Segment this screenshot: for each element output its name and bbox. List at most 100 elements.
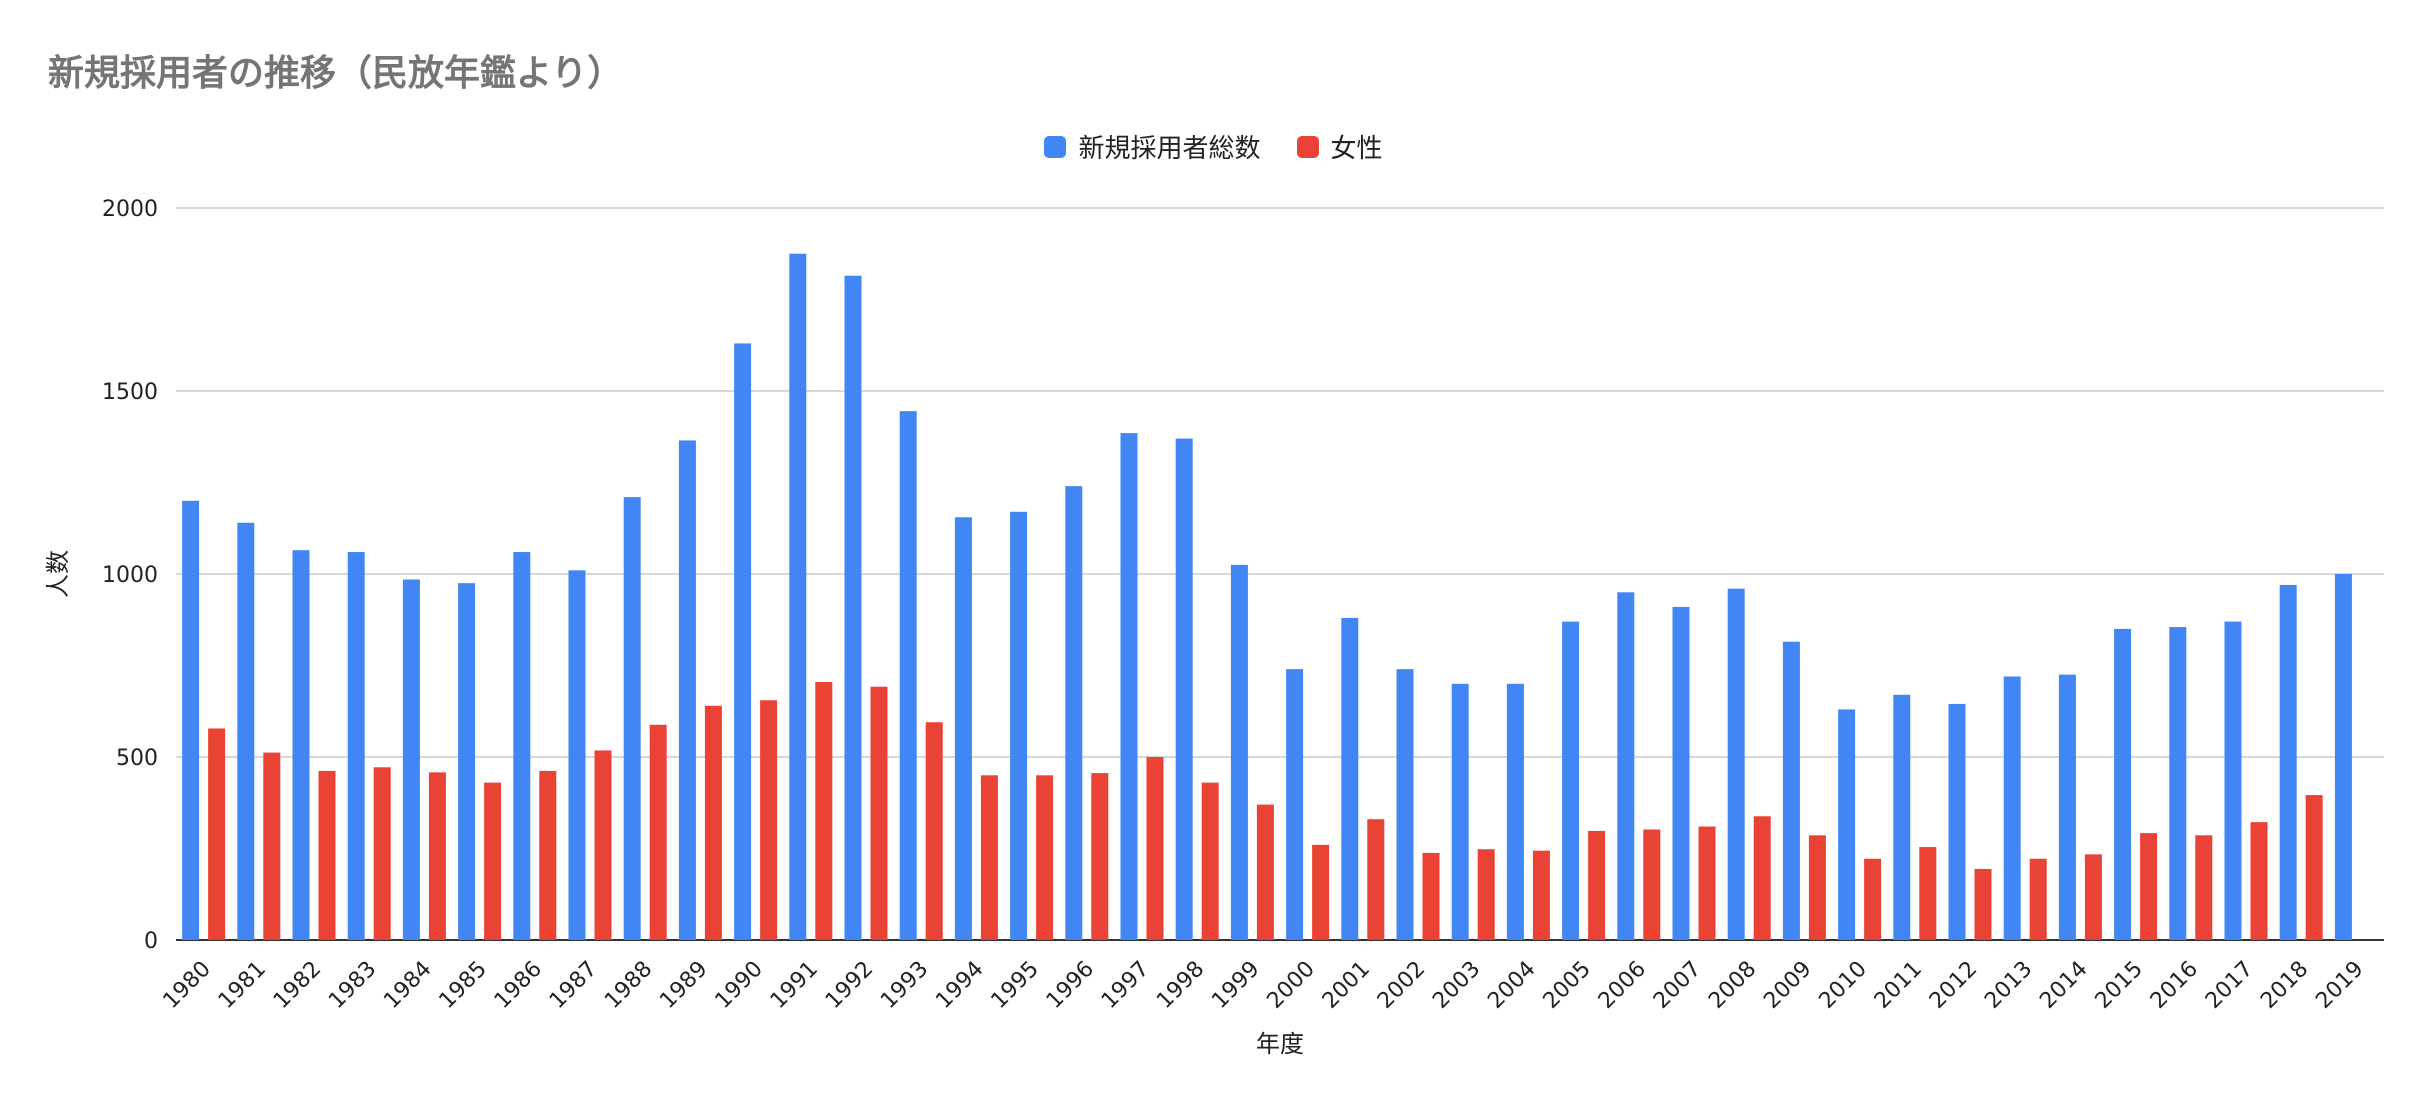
legend-label-female: 女性 (1330, 134, 1383, 164)
bar-female[interactable] (2084, 854, 2102, 940)
bar-female[interactable] (760, 700, 778, 940)
x-tick-label: 2000 (1263, 957, 1320, 1014)
bar-total[interactable] (347, 552, 365, 940)
x-tick-label: 2013 (1980, 957, 2037, 1014)
x-tick-label: 2015 (2091, 957, 2148, 1014)
bar-female[interactable] (815, 681, 833, 940)
bar-female[interactable] (1588, 830, 1606, 940)
bar-total[interactable] (1396, 669, 1414, 940)
legend-item-total[interactable]: 新規採用者総数 (1044, 128, 1261, 165)
bar-total[interactable] (789, 253, 807, 940)
bar-female[interactable] (1974, 868, 1992, 940)
bar-female[interactable] (1643, 829, 1661, 940)
bar-total[interactable] (1727, 588, 1745, 940)
bar-female[interactable] (2029, 858, 2047, 940)
bar-total[interactable] (1175, 438, 1193, 940)
bar-total[interactable] (844, 275, 862, 941)
bar-total[interactable] (568, 570, 586, 940)
y-tick-label: 1000 (102, 563, 158, 588)
bar-female[interactable] (925, 722, 943, 940)
bar-total[interactable] (2114, 628, 2132, 940)
bar-female[interactable] (428, 772, 446, 940)
bar-total[interactable] (1617, 592, 1635, 940)
bar-total[interactable] (402, 579, 420, 940)
x-tick-label: 2008 (1704, 957, 1761, 1014)
bar-total[interactable] (2003, 676, 2021, 940)
bar-total[interactable] (1010, 511, 1028, 940)
bar-total[interactable] (2058, 674, 2076, 940)
bar-total[interactable] (458, 583, 476, 940)
x-tick-label: 1993 (876, 957, 933, 1014)
bar-total[interactable] (2334, 574, 2352, 940)
bar-female[interactable] (1698, 826, 1716, 940)
x-tick-label: 2011 (1870, 957, 1927, 1014)
bar-total[interactable] (1562, 621, 1580, 940)
bar-total[interactable] (1341, 617, 1359, 940)
bar-total[interactable] (2224, 621, 2242, 940)
bar-female[interactable] (318, 770, 336, 940)
bar-total[interactable] (678, 440, 696, 940)
bar-female[interactable] (1422, 852, 1440, 940)
bar-female[interactable] (1201, 782, 1219, 940)
bar-female[interactable] (1919, 847, 1937, 940)
bar-female[interactable] (1312, 844, 1330, 940)
y-tick-label: 500 (116, 746, 158, 771)
bar-total[interactable] (1230, 564, 1248, 940)
bar-female[interactable] (1091, 773, 1109, 940)
bar-total[interactable] (1782, 641, 1800, 940)
bar-female[interactable] (484, 782, 502, 940)
bar-total[interactable] (1948, 703, 1966, 940)
x-tick-label: 1987 (545, 957, 602, 1014)
legend-item-female[interactable]: 女性 (1296, 128, 1383, 165)
bar-female[interactable] (2305, 795, 2323, 940)
bar-female[interactable] (649, 724, 667, 940)
x-tick-label: 2014 (2035, 957, 2092, 1014)
bar-total[interactable] (1838, 709, 1856, 940)
bar-female[interactable] (704, 705, 722, 940)
bar-total[interactable] (1672, 606, 1690, 940)
bar-female[interactable] (1808, 835, 1826, 940)
bar-total[interactable] (734, 343, 752, 940)
bar-female[interactable] (2195, 835, 2213, 940)
x-tick-label: 2001 (1318, 957, 1375, 1014)
bar-female[interactable] (2140, 833, 2158, 940)
bar-total[interactable] (1893, 694, 1911, 940)
bar-female[interactable] (1864, 858, 1882, 940)
bar-total[interactable] (292, 550, 310, 940)
bar-total[interactable] (182, 500, 200, 940)
x-tick-label: 1991 (766, 957, 823, 1014)
bar-total[interactable] (2279, 584, 2297, 940)
bar-total[interactable] (2169, 627, 2187, 940)
bar-female[interactable] (1367, 819, 1385, 940)
bar-total[interactable] (237, 522, 255, 940)
bar-total[interactable] (513, 552, 531, 940)
bar-female[interactable] (1256, 804, 1274, 940)
bar-total[interactable] (899, 411, 917, 940)
bar-female[interactable] (539, 770, 557, 940)
bar-female[interactable] (1477, 849, 1495, 940)
bar-female[interactable] (1146, 757, 1164, 940)
bar-total[interactable] (954, 517, 972, 940)
x-tick-label: 1994 (931, 957, 988, 1014)
bar-female[interactable] (1532, 850, 1550, 940)
legend-swatch-female (1296, 135, 1319, 158)
bar-female[interactable] (594, 750, 612, 940)
bar-female[interactable] (870, 686, 888, 940)
bar-female[interactable] (263, 752, 281, 940)
x-tick-label: 2016 (2146, 957, 2203, 1014)
bar-total[interactable] (1286, 669, 1304, 940)
bar-total[interactable] (1451, 683, 1469, 940)
bar-female[interactable] (373, 767, 391, 940)
bar-total[interactable] (1506, 683, 1524, 940)
bar-female[interactable] (208, 728, 226, 940)
y-axis-title: 人数 (44, 550, 72, 598)
bar-total[interactable] (623, 497, 641, 940)
bar-female[interactable] (1036, 775, 1054, 940)
x-tick-label: 1989 (655, 957, 712, 1014)
bar-female[interactable] (2250, 822, 2268, 940)
bar-female[interactable] (1753, 816, 1771, 940)
bar-female[interactable] (980, 775, 998, 940)
bar-total[interactable] (1065, 486, 1083, 940)
y-tick-label: 1500 (102, 380, 158, 405)
bar-total[interactable] (1120, 433, 1138, 940)
